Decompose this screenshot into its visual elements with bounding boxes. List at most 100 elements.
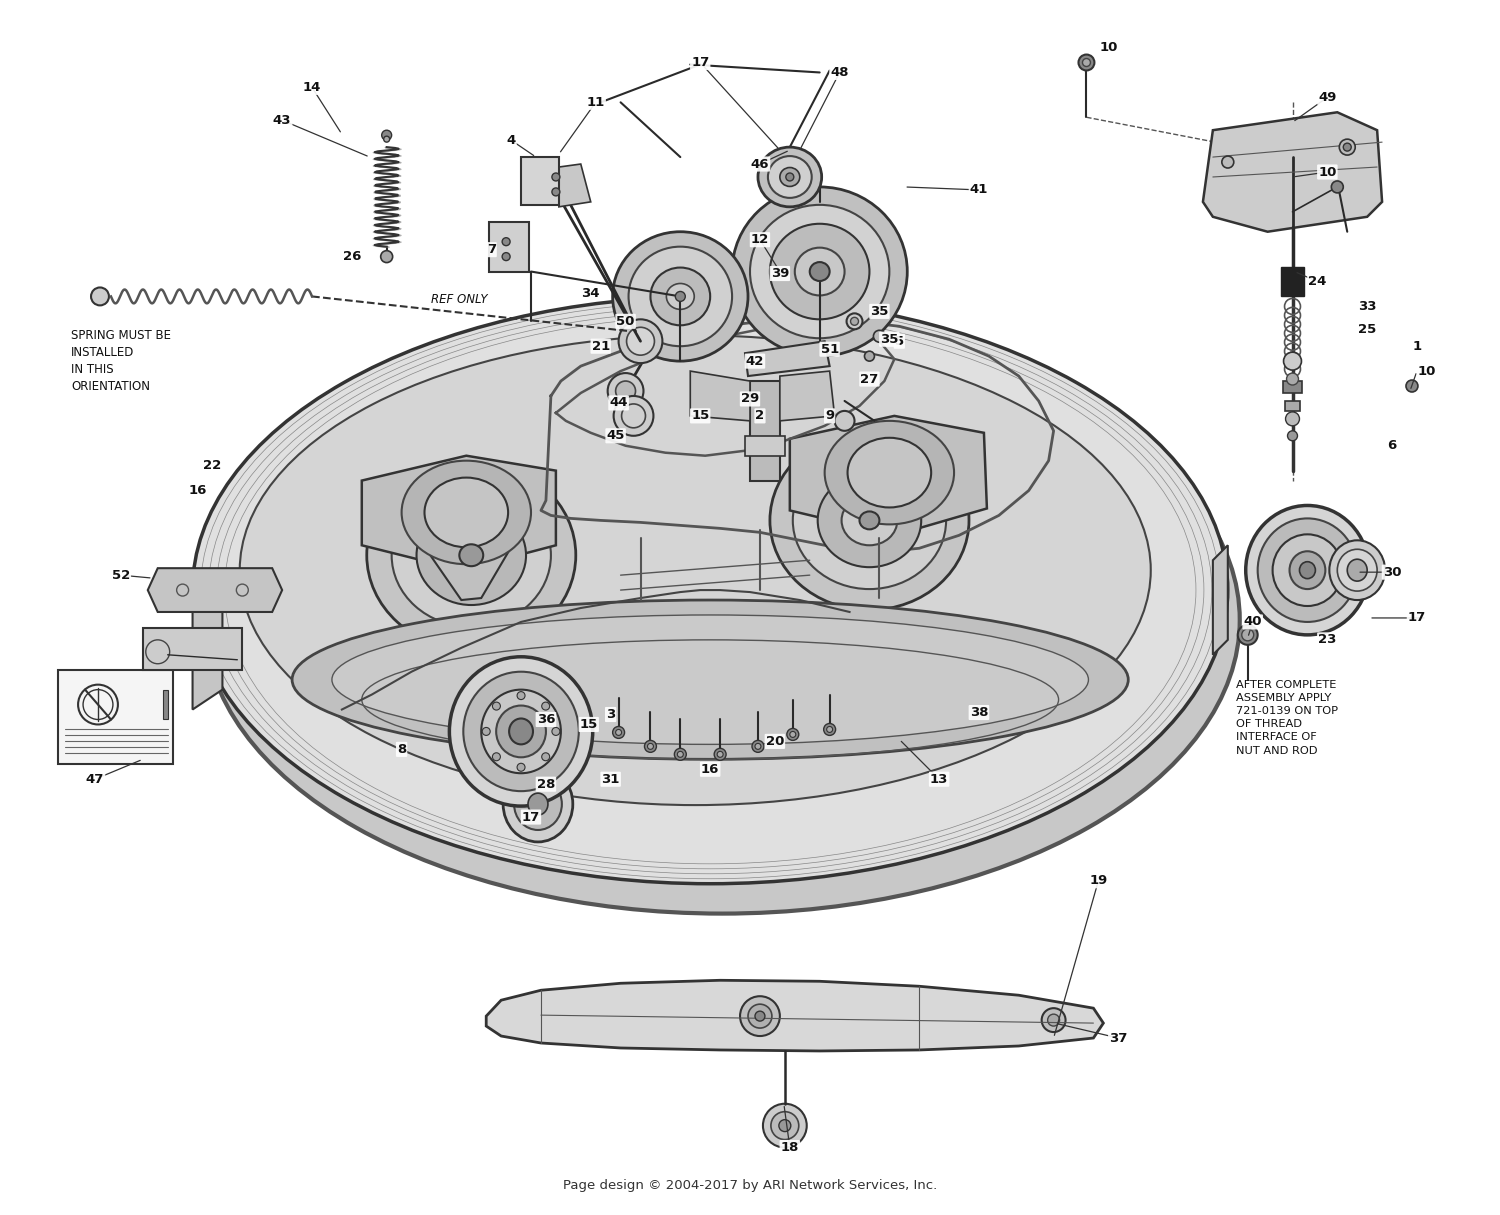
Ellipse shape xyxy=(770,224,870,320)
Ellipse shape xyxy=(204,327,1240,914)
Text: 24: 24 xyxy=(1308,275,1326,288)
Text: 43: 43 xyxy=(273,114,291,126)
Polygon shape xyxy=(560,164,591,207)
Ellipse shape xyxy=(651,267,710,326)
Text: 46: 46 xyxy=(750,158,770,170)
Text: 51: 51 xyxy=(821,343,839,356)
Circle shape xyxy=(615,729,621,735)
Polygon shape xyxy=(746,341,830,377)
Bar xyxy=(746,436,784,456)
Ellipse shape xyxy=(1272,535,1342,606)
Circle shape xyxy=(754,744,760,750)
Circle shape xyxy=(645,740,657,752)
Text: 33: 33 xyxy=(1358,300,1377,313)
Circle shape xyxy=(503,238,510,245)
Text: 15: 15 xyxy=(579,718,598,731)
Circle shape xyxy=(518,691,525,700)
Text: 17: 17 xyxy=(1408,611,1426,625)
Circle shape xyxy=(482,728,490,735)
Ellipse shape xyxy=(758,147,822,207)
Ellipse shape xyxy=(514,779,562,830)
Circle shape xyxy=(1238,625,1257,645)
Circle shape xyxy=(618,320,663,363)
Text: 37: 37 xyxy=(1108,1032,1128,1045)
Circle shape xyxy=(614,396,654,436)
Bar xyxy=(750,382,780,481)
Circle shape xyxy=(850,317,858,326)
Circle shape xyxy=(1222,156,1234,168)
Text: 28: 28 xyxy=(537,778,555,791)
Circle shape xyxy=(552,728,560,735)
Circle shape xyxy=(834,411,855,431)
Circle shape xyxy=(824,723,836,735)
Circle shape xyxy=(764,1103,807,1147)
Text: 52: 52 xyxy=(112,569,130,582)
Text: 4: 4 xyxy=(507,134,516,147)
Ellipse shape xyxy=(1290,552,1326,589)
Circle shape xyxy=(1083,58,1090,67)
Circle shape xyxy=(92,288,110,305)
Circle shape xyxy=(542,702,549,710)
Text: 14: 14 xyxy=(303,81,321,94)
Ellipse shape xyxy=(810,262,830,281)
Ellipse shape xyxy=(818,474,921,567)
Circle shape xyxy=(1340,140,1354,156)
Text: 10: 10 xyxy=(1318,165,1336,179)
Text: 8: 8 xyxy=(398,742,406,756)
Circle shape xyxy=(827,727,833,733)
Ellipse shape xyxy=(780,168,800,186)
Circle shape xyxy=(748,1004,772,1028)
Text: 18: 18 xyxy=(780,1141,800,1154)
Text: 48: 48 xyxy=(831,66,849,79)
Text: 13: 13 xyxy=(930,773,948,786)
Circle shape xyxy=(786,173,794,181)
Text: 12: 12 xyxy=(752,233,770,247)
Circle shape xyxy=(1242,629,1254,640)
Circle shape xyxy=(1287,373,1299,385)
Circle shape xyxy=(621,403,645,428)
Bar xyxy=(520,157,560,205)
Text: 27: 27 xyxy=(861,373,879,385)
Circle shape xyxy=(518,763,525,772)
Text: SPRING MUST BE
INSTALLED
IN THIS
ORIENTATION: SPRING MUST BE INSTALLED IN THIS ORIENTA… xyxy=(70,329,171,394)
Polygon shape xyxy=(362,456,556,570)
Text: 35: 35 xyxy=(880,333,898,346)
Text: 22: 22 xyxy=(204,459,222,473)
Polygon shape xyxy=(1203,112,1382,232)
Ellipse shape xyxy=(1338,549,1377,590)
Text: 36: 36 xyxy=(537,713,555,727)
Text: 21: 21 xyxy=(591,340,610,352)
Circle shape xyxy=(864,351,874,361)
Circle shape xyxy=(771,1112,800,1140)
Circle shape xyxy=(1047,1015,1059,1027)
Bar xyxy=(1282,382,1302,392)
Text: AFTER COMPLETE
ASSEMBLY APPLY
721-0139 ON TOP
OF THREAD
INTERFACE OF
NUT AND ROD: AFTER COMPLETE ASSEMBLY APPLY 721-0139 O… xyxy=(1236,679,1338,756)
Bar xyxy=(1281,266,1305,296)
Circle shape xyxy=(552,188,560,196)
Ellipse shape xyxy=(825,420,954,525)
Text: 35: 35 xyxy=(870,305,888,318)
Text: 42: 42 xyxy=(746,355,764,368)
Circle shape xyxy=(752,740,764,752)
Ellipse shape xyxy=(509,718,532,745)
Circle shape xyxy=(846,313,862,329)
Ellipse shape xyxy=(1257,519,1358,622)
Ellipse shape xyxy=(794,452,946,589)
Polygon shape xyxy=(690,371,750,420)
Circle shape xyxy=(627,327,654,355)
Text: 34: 34 xyxy=(582,287,600,300)
Ellipse shape xyxy=(750,205,890,338)
Text: Page design © 2004-2017 by ARI Network Services, Inc.: Page design © 2004-2017 by ARI Network S… xyxy=(562,1180,938,1192)
Ellipse shape xyxy=(503,767,573,842)
Ellipse shape xyxy=(450,657,592,806)
Text: 39: 39 xyxy=(771,267,789,279)
Ellipse shape xyxy=(1347,559,1366,581)
Text: 38: 38 xyxy=(969,706,988,719)
Circle shape xyxy=(1287,431,1298,441)
Text: 15: 15 xyxy=(692,409,709,423)
Text: 23: 23 xyxy=(1318,633,1336,646)
Text: 45: 45 xyxy=(606,429,625,442)
Text: 26: 26 xyxy=(342,250,362,264)
Polygon shape xyxy=(148,569,282,612)
Text: 19: 19 xyxy=(1089,875,1107,887)
